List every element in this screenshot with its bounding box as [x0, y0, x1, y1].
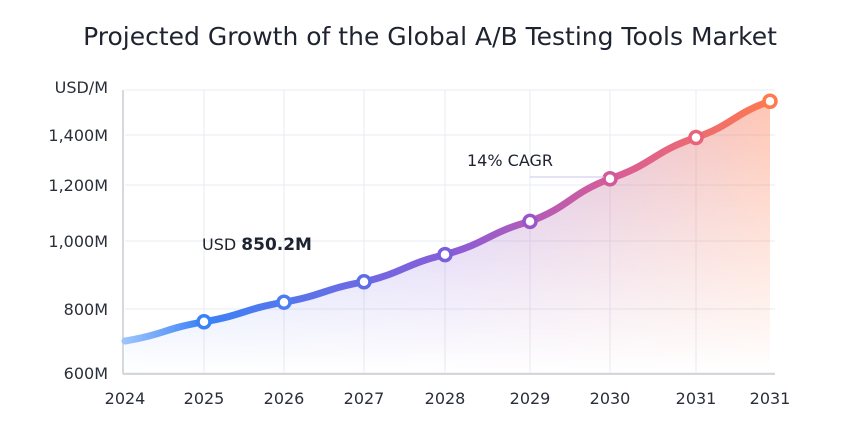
- chart-title: Projected Growth of the Global A/B Testi…: [83, 22, 777, 51]
- x-tick-label: 2026: [264, 389, 305, 408]
- data-point: [762, 93, 778, 109]
- x-tick-label: 2025: [184, 389, 225, 408]
- y-tick-label: 1,000M: [48, 232, 108, 251]
- data-point: [196, 314, 212, 330]
- cagr-annotation: 14% CAGR: [467, 151, 553, 170]
- x-tick-label: 2027: [344, 389, 385, 408]
- y-axis-unit: USD/M: [55, 78, 108, 97]
- y-tick-label: 600M: [64, 364, 108, 383]
- x-tick-label: 2030: [590, 389, 631, 408]
- y-tick-label: 1,200M: [48, 176, 108, 195]
- y-tick-label: 800M: [64, 300, 108, 319]
- value-text: 850.2M: [241, 235, 312, 255]
- value-prefix: USD: [202, 235, 236, 254]
- data-point: [602, 171, 618, 187]
- y-tick-label: 1,400M: [48, 126, 108, 145]
- data-point: [688, 129, 704, 146]
- data-point: [522, 213, 538, 230]
- data-point: [356, 274, 372, 290]
- x-tick-label: 2028: [425, 389, 466, 408]
- x-tick-label: 2029: [510, 389, 551, 408]
- data-point: [276, 294, 292, 310]
- x-tick-label: 2024: [105, 389, 146, 408]
- data-point: [437, 246, 453, 263]
- value-annotation: USD 850.2M: [202, 235, 312, 255]
- x-tick-label: 2031: [676, 389, 717, 408]
- x-tick-label: 2031: [750, 389, 791, 408]
